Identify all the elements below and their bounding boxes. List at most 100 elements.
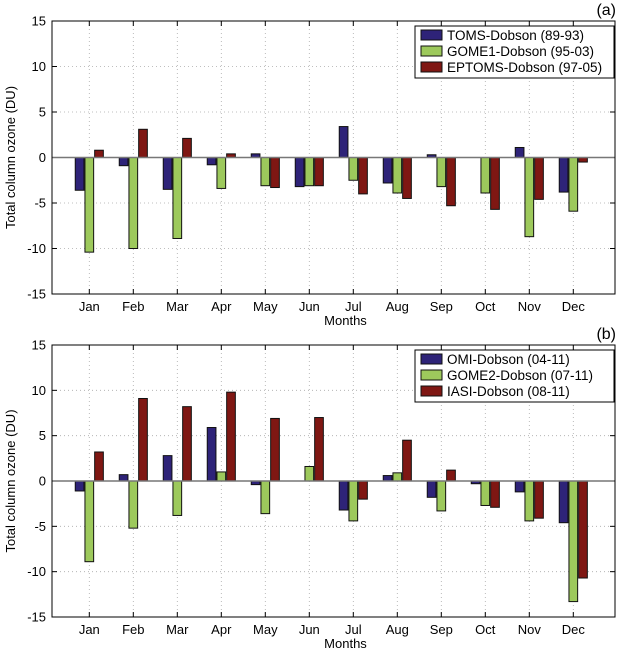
bar-iasi-dobson [358, 480, 368, 500]
y-tick-label: -5 [34, 196, 46, 211]
x-tick-label: Feb [122, 299, 144, 314]
x-tick-label: Jan [79, 622, 100, 637]
bar-omi-dobson [514, 480, 525, 493]
bar-gome1-dobson [348, 157, 359, 181]
bar-gome2-dobson [524, 480, 535, 522]
bar-iasi-dobson [94, 451, 104, 482]
x-tick-label: Jul [345, 622, 362, 637]
bar-gome1-dobson [436, 157, 447, 188]
bar-gome2-dobson [128, 480, 139, 529]
y-tick-label: 0 [39, 474, 46, 489]
legend-label: GOME2-Dobson (07-11) [447, 368, 593, 383]
x-tick-label: Sep [430, 299, 453, 314]
bar-omi-dobson [74, 480, 85, 492]
bar-eptoms-dobson [270, 157, 280, 189]
x-tick-label: Nov [518, 622, 542, 637]
y-tick-label: 10 [32, 59, 46, 74]
bar-iasi-dobson [182, 406, 192, 482]
legend-label: OMI-Dobson (04-11) [447, 352, 570, 367]
y-tick-label: -10 [27, 564, 46, 579]
bar-toms-dobson [74, 157, 85, 191]
x-axis-label: Months [324, 313, 367, 328]
bar-iasi-dobson [534, 480, 544, 519]
bar-gome1-dobson [172, 157, 183, 239]
bar-iasi-dobson [446, 469, 456, 482]
legend-label: GOME1-Dobson (95-03) [447, 44, 594, 59]
y-tick-label: 5 [39, 428, 46, 443]
y-tick-label: 15 [32, 338, 46, 353]
bar-toms-dobson [558, 157, 569, 193]
bar-gome1-dobson [480, 157, 491, 194]
y-tick-label: -15 [27, 610, 46, 625]
bar-omi-dobson [338, 480, 349, 511]
bar-omi-dobson [558, 480, 569, 524]
bar-gome1-dobson [524, 157, 535, 238]
bar-gome2-dobson [568, 480, 579, 603]
x-tick-label: Jul [345, 299, 362, 314]
bar-eptoms-dobson [490, 157, 500, 210]
bar-gome2-dobson [172, 480, 183, 516]
bar-gome2-dobson [84, 480, 95, 563]
y-tick-label: 10 [32, 383, 46, 398]
bar-gome1-dobson [128, 157, 139, 249]
bar-gome2-dobson [480, 480, 491, 506]
bar-iasi-dobson [402, 439, 412, 482]
bar-gome1-dobson [304, 157, 315, 187]
bar-gome2-dobson [260, 480, 271, 515]
bar-omi-dobson [382, 475, 393, 482]
bar-omi-dobson [118, 474, 129, 482]
legend-swatch [420, 29, 443, 41]
bar-gome1-dobson [84, 157, 95, 253]
bar-omi-dobson [206, 427, 217, 482]
bar-omi-dobson [426, 480, 437, 498]
bar-gome1-dobson [392, 157, 403, 194]
x-tick-label: Oct [475, 622, 496, 637]
x-tick-label: Nov [518, 299, 542, 314]
x-tick-label: Oct [475, 299, 496, 314]
bar-toms-dobson [514, 146, 525, 159]
y-tick-label: 5 [39, 105, 46, 120]
y-tick-label: -15 [27, 287, 46, 302]
bar-gome2-dobson [304, 465, 315, 482]
bar-gome1-dobson [216, 157, 227, 189]
y-axis-label: Total column ozone (DU) [3, 409, 18, 552]
bar-eptoms-dobson [534, 157, 544, 200]
x-tick-label: Apr [211, 622, 232, 637]
y-axis-label: Total column ozone (DU) [3, 86, 18, 229]
legend-box [414, 25, 615, 79]
bar-toms-dobson [206, 157, 217, 166]
x-tick-label: Dec [562, 299, 586, 314]
bar-gome2-dobson [348, 480, 359, 522]
y-tick-label: 0 [39, 150, 46, 165]
legend-label: IASI-Dobson (08-11) [447, 384, 570, 399]
axes-box [51, 344, 616, 618]
x-tick-label: May [253, 299, 278, 314]
x-tick-label: May [253, 622, 278, 637]
legend: OMI-Dobson (04-11)GOME2-Dobson (07-11)IA… [414, 349, 615, 403]
axes-box [51, 20, 616, 295]
legend: TOMS-Dobson (89-93)GOME1-Dobson (95-03)E… [414, 25, 615, 79]
bar-eptoms-dobson [314, 157, 324, 187]
bar-iasi-dobson [490, 480, 500, 508]
x-tick-label: Aug [386, 622, 409, 637]
bar-eptoms-dobson [94, 149, 104, 159]
bar-iasi-dobson [138, 397, 148, 482]
bar-eptoms-dobson [182, 137, 192, 158]
bar-omi-dobson [162, 455, 173, 482]
x-tick-label: Sep [430, 622, 453, 637]
bar-iasi-dobson [270, 417, 280, 482]
bar-eptoms-dobson [446, 157, 456, 207]
bar-eptoms-dobson [138, 128, 148, 158]
bar-gome2-dobson [216, 471, 227, 482]
legend-swatch [420, 369, 443, 381]
bar-gome2-dobson [436, 480, 447, 512]
legend-swatch [420, 45, 443, 57]
bar-iasi-dobson [578, 480, 588, 579]
x-tick-label: Apr [211, 299, 232, 314]
panel-b: -15 -10 -5 0 5 10 15 Jan Feb Mar Apr May Jun Jul Aug Se… [3, 326, 616, 651]
panel-label: (b) [596, 326, 616, 343]
y-tick-label: -10 [27, 241, 46, 256]
bar-eptoms-dobson [358, 157, 368, 195]
x-tick-label: Dec [562, 622, 586, 637]
